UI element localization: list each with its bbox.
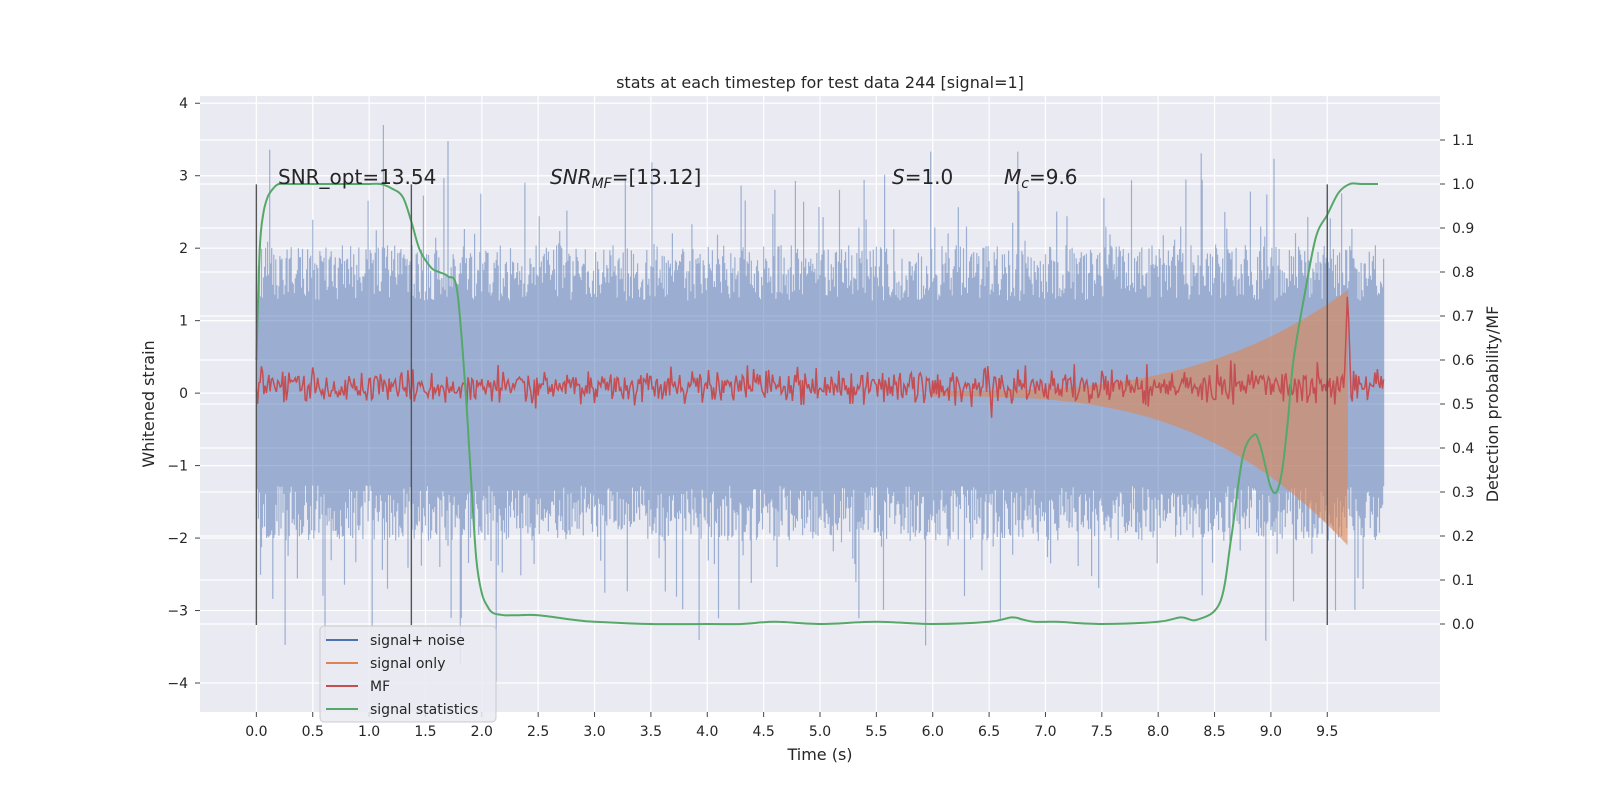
series-signal-only (932, 290, 1352, 545)
y-right-axis-label: Detection probability/MF (1483, 306, 1502, 503)
series-mf (255, 296, 1385, 418)
y-right-tick-label: 0.9 (1452, 221, 1474, 237)
y-tick-label: 4 (179, 96, 188, 112)
x-tick-label: 6.5 (978, 724, 1000, 740)
x-tick-label: 8.0 (1147, 724, 1169, 740)
legend-label-signal-statistics: signal statistics (370, 702, 478, 718)
annotation-mc-sub: c (1021, 176, 1029, 192)
y-tick-label: −4 (167, 676, 188, 692)
x-tick-label: 3.5 (640, 724, 662, 740)
y-right-tick-label: 0.1 (1452, 573, 1474, 589)
y-right-tick-label: 0.8 (1452, 265, 1474, 281)
x-tick-label: 4.5 (753, 724, 775, 740)
x-tick-label: 8.5 (1203, 724, 1225, 740)
y-right-tick-label: 0.7 (1452, 309, 1474, 325)
annotation-mc: Mc=9.6 (1004, 165, 1078, 192)
x-tick-label: 6.0 (922, 724, 944, 740)
annotation-snr-mf-sub: MF (592, 176, 613, 192)
annotation-snr-mf-base: SNR (550, 165, 592, 189)
y-tick-label: −2 (167, 531, 188, 547)
y-right-tick-label: 0.3 (1452, 485, 1474, 501)
x-axis-label: Time (s) (786, 745, 852, 764)
y-right-tick-label: 0.6 (1452, 353, 1474, 369)
annotation-s: S=1.0 (892, 165, 953, 189)
y-right-tick-label: 1.1 (1452, 133, 1474, 149)
x-tick-label: 3.0 (583, 724, 605, 740)
x-tick-label: 7.5 (1091, 724, 1113, 740)
y-tick-label: 2 (179, 241, 188, 257)
ticks: 0.0 0.5 1.0 1.5 2.0 2.5 3.0 3.5 4.0 4.5 5.0 5.5 6.0 6… (167, 96, 1474, 740)
y-tick-label: −1 (167, 459, 188, 475)
x-tick-label: 0.0 (245, 724, 267, 740)
legend-label-signal-noise: signal+ noise (370, 633, 465, 649)
y-tick-label: 3 (179, 169, 188, 185)
x-tick-label: 5.5 (865, 724, 887, 740)
data-layer (255, 125, 1385, 682)
x-tick-label: 9.0 (1260, 724, 1282, 740)
legend-label-signal-only: signal only (370, 656, 445, 672)
series-signal-statistics (255, 182, 1378, 626)
x-tick-label: 5.0 (809, 724, 831, 740)
chart-title: stats at each timestep for test data 244… (616, 73, 1024, 92)
y-tick-label: 0 (179, 386, 188, 402)
x-tick-label: 7.0 (1034, 724, 1056, 740)
annotation-s-base: S (892, 165, 905, 189)
legend: signal+ noise signal only MF signal stat… (319, 625, 497, 723)
x-tick-label: 2.5 (527, 724, 549, 740)
x-tick-label: 0.5 (302, 724, 324, 740)
x-tick-label: 2.0 (471, 724, 493, 740)
annotation-mc-base: M (1004, 165, 1021, 189)
vertical-markers (255, 184, 1328, 626)
y-right-tick-label: 1.0 (1452, 177, 1474, 193)
y-right-tick-label: 0.2 (1452, 529, 1474, 545)
annotation-snr-mf-rest: =[13.12] (612, 165, 702, 189)
x-tick-label: 9.5 (1316, 724, 1338, 740)
x-tick-label: 1.0 (358, 724, 380, 740)
x-tick-label: 1.5 (414, 724, 436, 740)
y-right-tick-label: 0.4 (1452, 441, 1474, 457)
y-axis-label: Whitened strain (139, 340, 158, 467)
legend-label-mf: MF (370, 679, 390, 695)
y-tick-label: −3 (167, 604, 188, 620)
annotation-s-rest: =1.0 (905, 165, 954, 189)
annotation-snr-mf: SNRMF=[13.12] (550, 165, 701, 192)
y-right-tick-label: 0.0 (1452, 617, 1474, 633)
x-tick-label: 4.0 (696, 724, 718, 740)
annotation-mc-rest: =9.6 (1029, 165, 1078, 189)
annotation-snr-opt: SNR_opt=13.54 (278, 165, 436, 189)
y-tick-label: 1 (179, 314, 188, 330)
y-right-tick-label: 0.5 (1452, 397, 1474, 413)
legend-frame (319, 625, 497, 723)
